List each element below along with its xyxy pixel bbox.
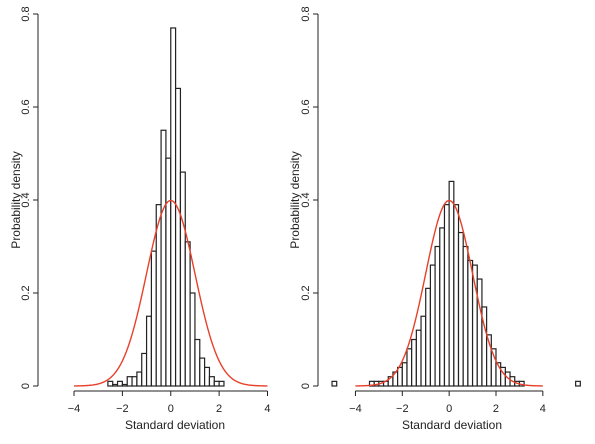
- right-histogram-bar: [331, 380, 338, 387]
- right-histogram-bar: [411, 338, 417, 387]
- right-histogram-bar: [425, 287, 432, 387]
- left-x-tick-label: 2: [216, 403, 222, 415]
- right-y-tick-label: 0.6: [300, 99, 312, 114]
- right-histogram-bar: [448, 180, 455, 387]
- left-histogram-bar: [199, 357, 206, 387]
- right-normal-curve: [355, 199, 543, 387]
- right-histogram-bar: [415, 329, 422, 387]
- right-x-tick-label: −2: [396, 403, 409, 415]
- right-x-tick-label: 0: [446, 403, 452, 415]
- right-y-tick-label: 0.8: [300, 6, 312, 21]
- right-histogram-bar: [467, 259, 474, 387]
- right-histogram-bar: [453, 204, 460, 387]
- left-histogram-bar: [208, 376, 215, 387]
- left-histogram-panel: Standard deviation Probability density 0…: [9, 6, 271, 432]
- left-histogram-bar: [213, 380, 220, 387]
- right-histogram-bar: [397, 366, 403, 387]
- right-histogram-bar: [457, 231, 464, 387]
- left-histogram-bar: [170, 27, 177, 387]
- left-histogram-bar: [184, 241, 191, 387]
- left-histogram-bar: [107, 380, 114, 387]
- left-histogram-bar: [112, 383, 119, 387]
- left-histogram-bar: [126, 376, 133, 387]
- right-histogram-bar: [420, 315, 427, 387]
- left-x-axis-label: Standard deviation: [125, 418, 225, 432]
- left-histogram-bar: [155, 204, 162, 387]
- right-histogram-bar: [434, 245, 441, 387]
- left-histogram-bar: [131, 376, 138, 387]
- left-histogram-bar: [121, 383, 128, 387]
- left-histogram-bar: [116, 380, 123, 387]
- right-histogram-bar: [462, 245, 469, 387]
- right-y-tick-label: 0.4: [300, 192, 312, 207]
- left-y-tick-label: 0.8: [20, 6, 32, 21]
- right-x-tick-label: 4: [540, 403, 546, 415]
- left-histogram-bar: [189, 292, 196, 387]
- right-x-axis-label: Standard deviation: [402, 418, 502, 432]
- left-x-tick-label: 4: [264, 403, 270, 415]
- right-x-tick-label: 2: [493, 403, 499, 415]
- right-histogram-bar: [439, 227, 446, 387]
- left-x-tick-label: −2: [116, 403, 129, 415]
- left-histogram-bar: [179, 171, 186, 387]
- right-histogram-bar: [476, 278, 483, 387]
- right-histogram-bar: [406, 348, 413, 387]
- left-histogram-bar: [160, 129, 167, 387]
- right-histogram-bar: [443, 204, 450, 387]
- left-y-axis-label: Probability density: [9, 151, 23, 248]
- left-y-tick-label: 0: [20, 383, 32, 389]
- left-y-tick-label: 0.4: [20, 192, 32, 207]
- right-y-tick-label: 0.2: [300, 285, 312, 300]
- left-x-tick-label: 0: [168, 403, 174, 415]
- left-histogram-bar: [174, 87, 182, 387]
- right-histogram-bar: [401, 362, 408, 387]
- left-histogram-bar: [165, 157, 172, 387]
- right-histogram-panel: Standard deviation Probability density 0…: [288, 6, 581, 432]
- left-histogram-bar: [141, 352, 148, 387]
- left-histogram-bar: [136, 371, 143, 387]
- left-y-tick-label: 0.2: [20, 285, 32, 300]
- right-x-tick-label: −4: [349, 403, 362, 415]
- left-histogram-bar: [218, 380, 225, 387]
- left-histogram-bar: [194, 338, 201, 387]
- left-y-tick-label: 0.6: [20, 99, 32, 114]
- right-histogram-bar: [575, 380, 581, 387]
- left-histogram-bar: [150, 250, 157, 387]
- left-histogram-bar: [204, 366, 211, 387]
- left-normal-curve: [74, 199, 268, 387]
- right-y-tick-label: 0: [300, 383, 312, 389]
- right-y-axis-label: Probability density: [288, 151, 302, 248]
- left-histogram-bar: [145, 315, 153, 387]
- right-histogram-bar: [429, 264, 436, 387]
- left-x-tick-label: −4: [68, 403, 81, 415]
